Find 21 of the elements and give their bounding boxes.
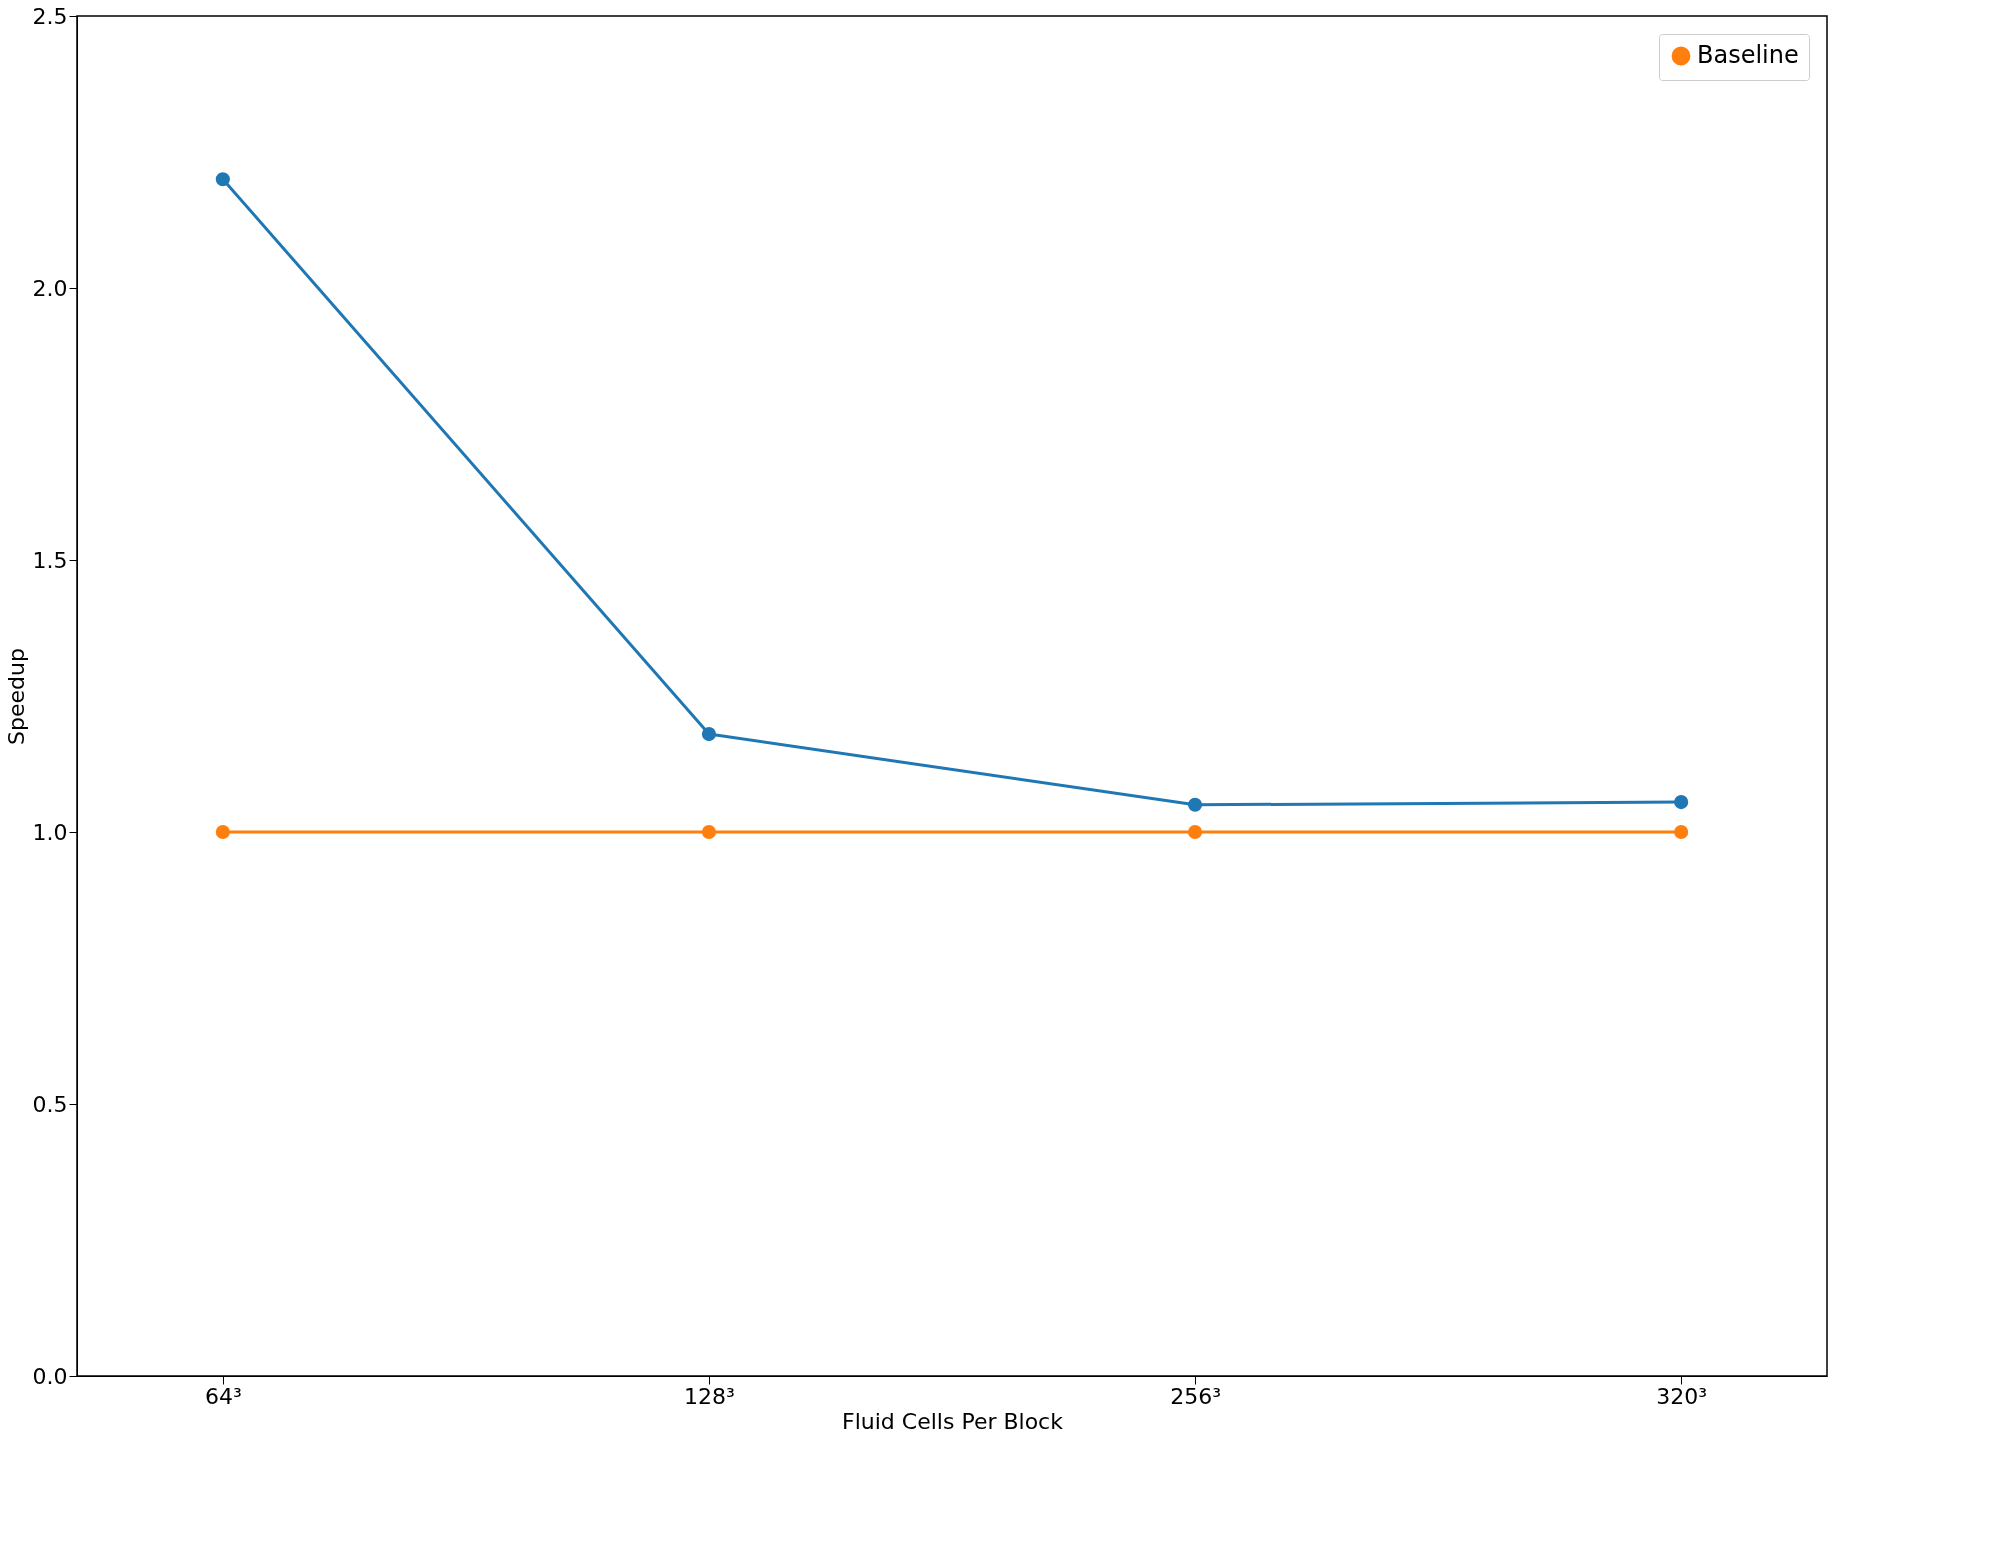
x-tick-label: 64³ xyxy=(204,1383,242,1409)
point xyxy=(701,727,717,742)
y-tick-label: 0.5 xyxy=(32,1091,68,1117)
x-tick-label: 128³ xyxy=(684,1383,735,1409)
legend-label: Baseline xyxy=(1697,41,1799,69)
point xyxy=(1187,797,1203,812)
point xyxy=(215,824,230,840)
y-axis-title: Speedup xyxy=(3,648,29,745)
x-tick-label: 256³ xyxy=(1170,1383,1221,1409)
y-tick-label: 2.5 xyxy=(32,3,68,29)
point xyxy=(1674,824,1689,840)
x-tick-label: 320³ xyxy=(1656,1383,1708,1409)
point xyxy=(1674,795,1689,810)
y-tick-label: 0.0 xyxy=(32,1363,68,1389)
y-tick-label: 1.0 xyxy=(32,819,68,845)
x-axis-title: Fluid Cells Per Block xyxy=(842,1408,1064,1434)
point xyxy=(1187,824,1203,840)
y-tick-label: 1.5 xyxy=(32,547,68,573)
y-tick-label: 2.0 xyxy=(32,275,68,301)
point xyxy=(701,824,717,840)
point xyxy=(215,172,230,187)
